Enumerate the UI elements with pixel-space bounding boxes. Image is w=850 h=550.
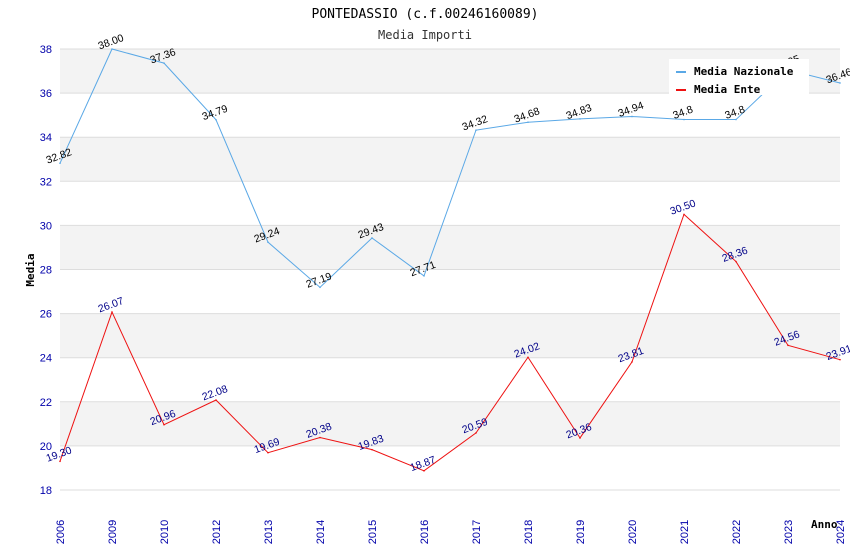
grid-bands <box>60 48 840 491</box>
data-point <box>319 286 321 289</box>
x-tick-label: 2010 <box>159 520 171 544</box>
x-tick-label: 2014 <box>315 520 327 544</box>
data-point <box>579 437 581 439</box>
y-tick-label: 26 <box>40 309 52 321</box>
y-tick-label: 28 <box>40 265 52 277</box>
x-tick-label: 2012 <box>211 520 223 544</box>
series-line-0 <box>59 48 841 289</box>
x-tick-label: 2023 <box>783 520 795 544</box>
x-tick-label: 2017 <box>471 520 483 544</box>
data-point <box>683 118 685 121</box>
y-axis-label: Media <box>24 253 37 286</box>
data-point <box>59 162 61 165</box>
y-tick-label: 20 <box>40 441 52 453</box>
data-point <box>111 311 113 313</box>
data-point <box>579 118 581 120</box>
data-point <box>735 118 737 121</box>
grid-band <box>60 313 840 358</box>
grid-band <box>60 357 840 402</box>
legend-box <box>669 59 809 95</box>
data-point <box>371 448 373 451</box>
chart-title: PONTEDASSIO (c.f.00246160089) <box>312 7 539 22</box>
x-tick-label: 2006 <box>55 520 67 544</box>
x-tick-label: 2020 <box>627 520 639 544</box>
grid-band <box>60 93 840 138</box>
data-point <box>59 460 61 463</box>
data-point <box>423 275 425 277</box>
data-point <box>683 213 685 216</box>
grid-band <box>60 225 840 270</box>
data-point <box>371 237 373 239</box>
data-point <box>631 115 633 118</box>
grid-band <box>60 401 840 446</box>
x-tick-label: 2024 <box>835 520 847 544</box>
y-tick-label: 38 <box>40 44 52 56</box>
data-point <box>839 82 841 84</box>
y-tick-label: 36 <box>40 88 52 100</box>
series-line-1 <box>59 213 841 472</box>
data-point <box>267 451 269 454</box>
data-point <box>839 358 841 361</box>
data-point <box>475 432 477 434</box>
y-tick-label: 30 <box>40 220 52 232</box>
grid-band <box>60 137 840 182</box>
grid-band <box>60 269 840 314</box>
data-point <box>475 129 477 131</box>
x-axis-ticks: 2006 2009 2010 2012 2013 2014 2015 2016 2017 2018… <box>55 520 847 544</box>
data-point <box>215 118 217 121</box>
x-tick-label: 2016 <box>419 520 431 544</box>
data-point <box>215 399 217 401</box>
x-tick-label: 2021 <box>679 520 691 544</box>
data-point <box>631 361 633 363</box>
x-tick-label: 2009 <box>107 520 119 544</box>
legend: Media Nazionale Media Ente <box>669 59 809 96</box>
y-tick-label: 24 <box>40 353 52 365</box>
y-tick-label: 32 <box>40 176 52 188</box>
x-tick-label: 2022 <box>731 520 743 544</box>
x-tick-label: 2013 <box>263 520 275 544</box>
data-point <box>163 423 165 426</box>
series-lines <box>59 48 841 472</box>
x-tick-label: 2015 <box>367 520 379 544</box>
data-point <box>111 48 113 50</box>
data-point <box>163 62 165 64</box>
x-tick-label: 2019 <box>575 520 587 544</box>
legend-label-ente: Media Ente <box>694 83 761 96</box>
legend-label-nazionale: Media Nazionale <box>694 65 794 78</box>
x-axis-label: Anno <box>811 518 838 531</box>
data-point <box>787 344 789 347</box>
grid-band <box>60 445 840 490</box>
data-point <box>319 436 321 439</box>
chart-subtitle: Media Importi <box>378 28 472 42</box>
x-tick-label: 2018 <box>523 520 535 544</box>
y-tick-label: 18 <box>40 485 52 497</box>
data-point <box>423 470 425 472</box>
y-axis-ticks: 18 20 22 24 26 28 30 32 34 36 38 <box>40 44 52 497</box>
data-point <box>527 356 529 359</box>
data-point <box>527 121 529 124</box>
y-tick-label: 22 <box>40 397 52 409</box>
data-point <box>267 241 269 243</box>
data-point <box>735 260 737 263</box>
y-tick-label: 34 <box>40 132 52 144</box>
